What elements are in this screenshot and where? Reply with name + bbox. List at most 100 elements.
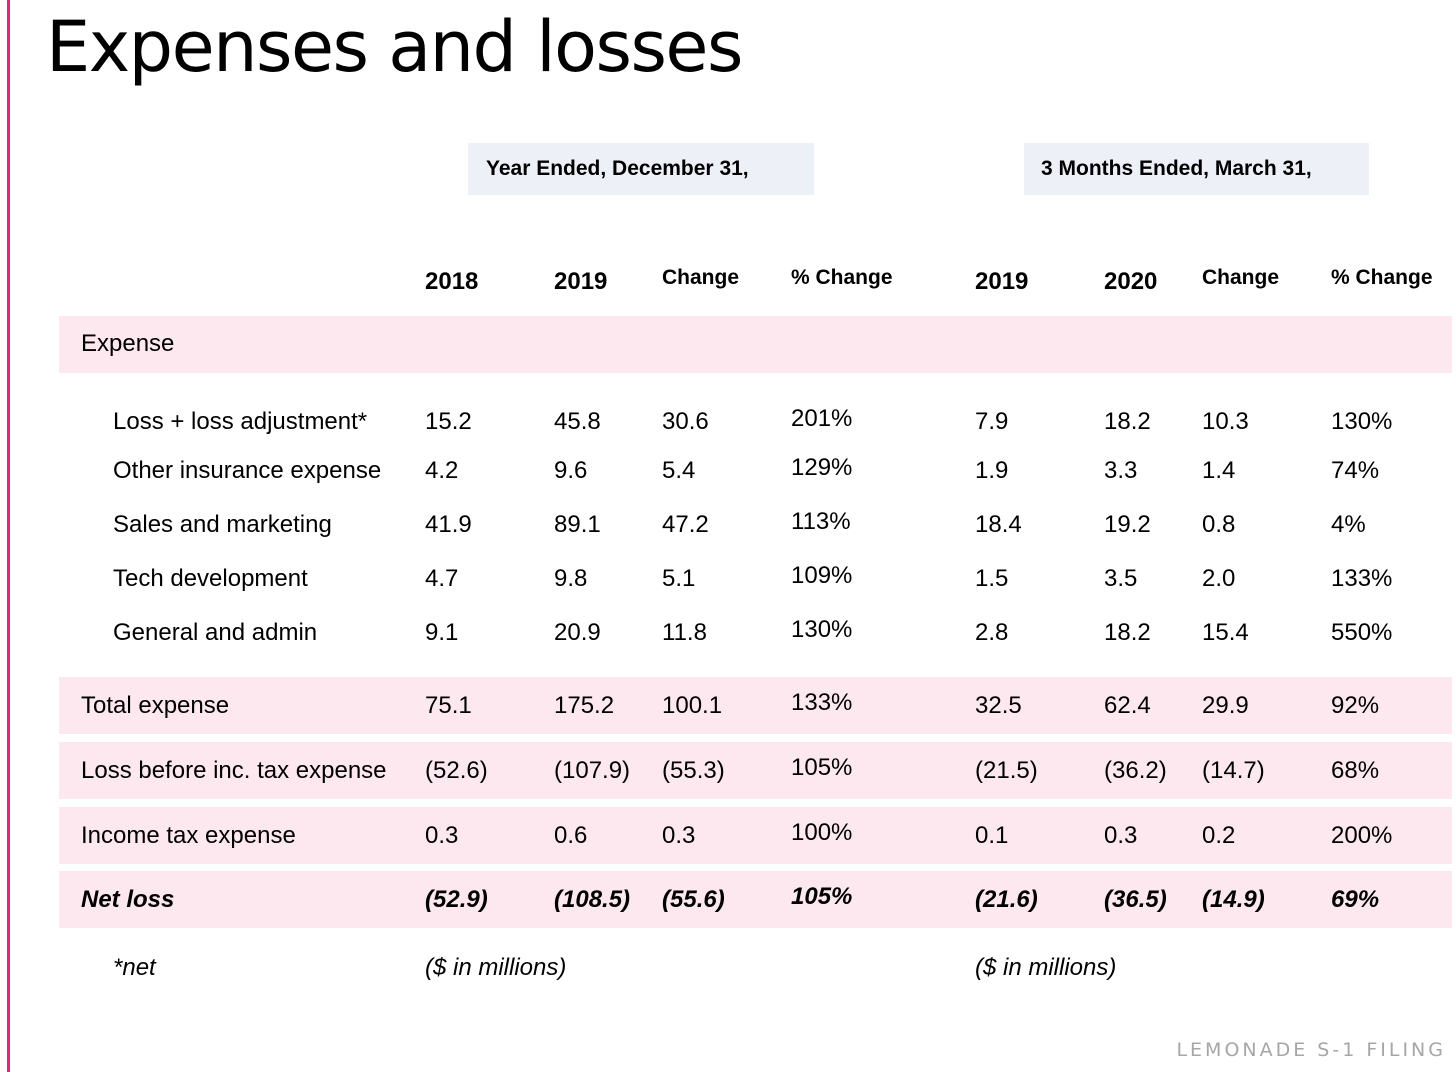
table-cell: 7.9 bbox=[975, 408, 1009, 435]
footnote-net: *net bbox=[113, 954, 156, 981]
table-cell: 92% bbox=[1331, 692, 1380, 719]
table-cell: 15.2 bbox=[425, 408, 472, 435]
table-cell: (55.6) bbox=[662, 886, 725, 913]
table-cell: 113% bbox=[791, 508, 851, 535]
brand-footer: LEMONADE S-1 FILING bbox=[1176, 1039, 1446, 1061]
table-cell: 32.5 bbox=[975, 692, 1022, 719]
group-header-quarterly: 3 Months Ended, March 31, bbox=[1024, 143, 1369, 195]
accent-bar bbox=[7, 0, 10, 1072]
table-cell: 105% bbox=[791, 883, 853, 910]
table-cell: (55.3) bbox=[662, 757, 725, 784]
table-cell: 18.4 bbox=[975, 511, 1022, 538]
table-cell: 9.6 bbox=[554, 457, 588, 484]
row-label: Loss + loss adjustment* bbox=[113, 408, 368, 435]
table-cell: 47.2 bbox=[662, 511, 709, 538]
units-note-annual: ($ in millions) bbox=[425, 954, 567, 981]
band-expense bbox=[59, 316, 1452, 373]
table-cell: 9.8 bbox=[554, 565, 588, 592]
row-label: Sales and marketing bbox=[113, 511, 332, 538]
col-header-pct-change: % Change bbox=[791, 266, 893, 289]
table-cell: 45.8 bbox=[554, 408, 601, 435]
row-label-net-loss: Net loss bbox=[81, 886, 175, 913]
table-cell: 129% bbox=[791, 454, 853, 481]
table-cell: 3.5 bbox=[1104, 565, 1138, 592]
table-cell: 105% bbox=[791, 754, 853, 781]
table-cell: 4.7 bbox=[425, 565, 459, 592]
band-net-loss bbox=[59, 871, 1452, 928]
table-cell: 109% bbox=[791, 562, 853, 589]
table-cell: 89.1 bbox=[554, 511, 601, 538]
table-cell: (14.9) bbox=[1202, 886, 1265, 913]
table-cell: 5.1 bbox=[662, 565, 696, 592]
table-cell: 11.8 bbox=[662, 619, 707, 646]
band-loss-before-tax bbox=[59, 742, 1452, 799]
table-cell: 1.4 bbox=[1202, 457, 1236, 484]
table-cell: 2.0 bbox=[1202, 565, 1236, 592]
table-cell: 175.2 bbox=[554, 692, 615, 719]
row-label-income-tax: Income tax expense bbox=[81, 822, 296, 849]
table-cell: 133% bbox=[1331, 565, 1393, 592]
table-cell: 68% bbox=[1331, 757, 1380, 784]
table-cell: 0.3 bbox=[1104, 822, 1138, 849]
table-cell: (36.5) bbox=[1104, 886, 1167, 913]
table-cell: 0.8 bbox=[1202, 511, 1236, 538]
table-cell: 62.4 bbox=[1104, 692, 1151, 719]
band-income-tax bbox=[59, 807, 1452, 864]
table-cell: 19.2 bbox=[1104, 511, 1151, 538]
table-cell: 29.9 bbox=[1202, 692, 1249, 719]
table-cell: 130% bbox=[791, 616, 853, 643]
group-header-annual: Year Ended, December 31, bbox=[468, 143, 814, 195]
table-cell: 18.2 bbox=[1104, 408, 1151, 435]
row-label: Tech development bbox=[113, 565, 308, 592]
table-cell: 4% bbox=[1331, 511, 1366, 538]
table-cell: 0.3 bbox=[425, 822, 459, 849]
row-label-loss-before-tax: Loss before inc. tax expense bbox=[81, 757, 387, 784]
table-cell: 15.4 bbox=[1202, 619, 1249, 646]
table-cell: 10.3 bbox=[1202, 408, 1249, 435]
table-cell: 201% bbox=[791, 405, 853, 432]
col-header-2019-q: 2019 bbox=[975, 268, 1029, 295]
row-label-total-expense: Total expense bbox=[81, 692, 230, 719]
table-cell: 20.9 bbox=[554, 619, 601, 646]
table-cell: 130% bbox=[1331, 408, 1393, 435]
table-cell: 0.6 bbox=[554, 822, 588, 849]
table-cell: 133% bbox=[791, 689, 853, 716]
units-note-quarterly: ($ in millions) bbox=[975, 954, 1117, 981]
table-cell: (21.6) bbox=[975, 886, 1038, 913]
table-cell: 100.1 bbox=[662, 692, 723, 719]
page-title: Expenses and losses bbox=[46, 6, 743, 88]
col-header-2020-q: 2020 bbox=[1104, 268, 1158, 295]
table-cell: 200% bbox=[1331, 822, 1393, 849]
table-cell: 0.1 bbox=[975, 822, 1009, 849]
table-cell: 18.2 bbox=[1104, 619, 1151, 646]
row-label: General and admin bbox=[113, 619, 318, 646]
table-cell: 1.5 bbox=[975, 565, 1009, 592]
col-header-change: Change bbox=[662, 266, 740, 289]
table-cell: (107.9) bbox=[554, 757, 631, 784]
table-cell: 4.2 bbox=[425, 457, 459, 484]
table-cell: 2.8 bbox=[975, 619, 1009, 646]
col-header-2018: 2018 bbox=[425, 268, 479, 295]
table-cell: (52.6) bbox=[425, 757, 488, 784]
table-cell: (14.7) bbox=[1202, 757, 1265, 784]
col-header-pct-change-q: % Change bbox=[1331, 266, 1433, 289]
row-label: Other insurance expense bbox=[113, 457, 382, 484]
col-header-change-q: Change bbox=[1202, 266, 1280, 289]
band-total-expense bbox=[59, 677, 1452, 734]
table-cell: 0.2 bbox=[1202, 822, 1236, 849]
table-cell: 1.9 bbox=[975, 457, 1009, 484]
section-label-expense: Expense bbox=[81, 330, 175, 357]
table-cell: (108.5) bbox=[554, 886, 631, 913]
table-cell: 30.6 bbox=[662, 408, 709, 435]
table-cell: (36.2) bbox=[1104, 757, 1167, 784]
table-cell: 100% bbox=[791, 819, 853, 846]
table-cell: 550% bbox=[1331, 619, 1393, 646]
table-cell: 69% bbox=[1331, 886, 1380, 913]
table-cell: 0.3 bbox=[662, 822, 696, 849]
col-header-2019: 2019 bbox=[554, 268, 608, 295]
table-cell: 74% bbox=[1331, 457, 1380, 484]
table-cell: 5.4 bbox=[662, 457, 696, 484]
table-cell: 41.9 bbox=[425, 511, 472, 538]
table-cell: 9.1 bbox=[425, 619, 459, 646]
table-cell: 3.3 bbox=[1104, 457, 1138, 484]
